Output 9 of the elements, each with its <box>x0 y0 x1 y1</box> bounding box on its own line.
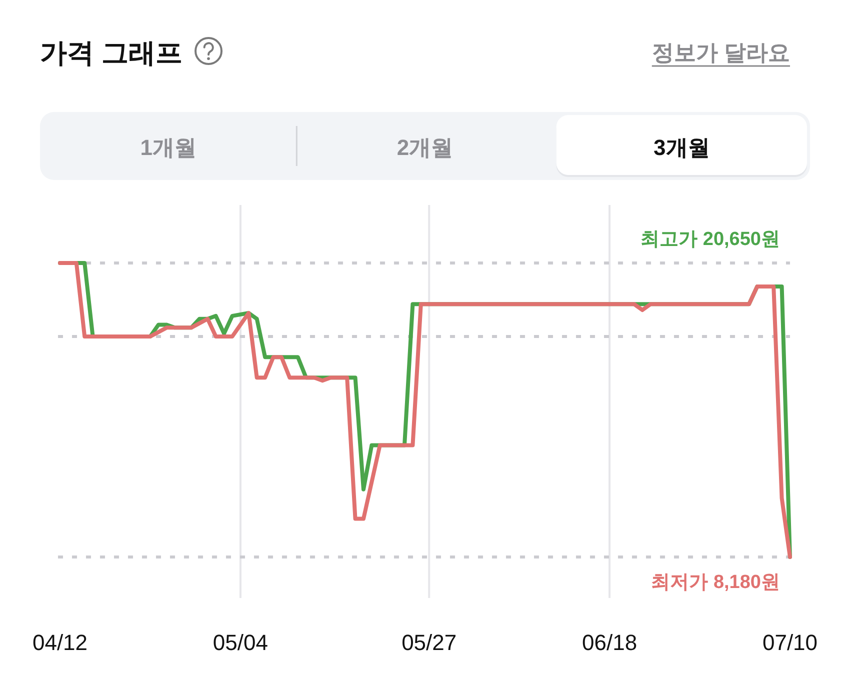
ref-line-label: 최고가 20,650원 <box>640 229 780 250</box>
ref-line-label: 최저가 8,180원 <box>651 572 780 593</box>
x-tick: 05/04 <box>212 630 268 655</box>
x-tick: 05/27 <box>402 630 457 655</box>
title: 가격 그래프 <box>40 38 183 68</box>
x-tick: 06/18 <box>582 630 638 655</box>
link: 정보가 달라요 <box>652 40 790 67</box>
x-tick: 04/12 <box>32 630 88 655</box>
x-tick: 07/10 <box>762 630 818 655</box>
